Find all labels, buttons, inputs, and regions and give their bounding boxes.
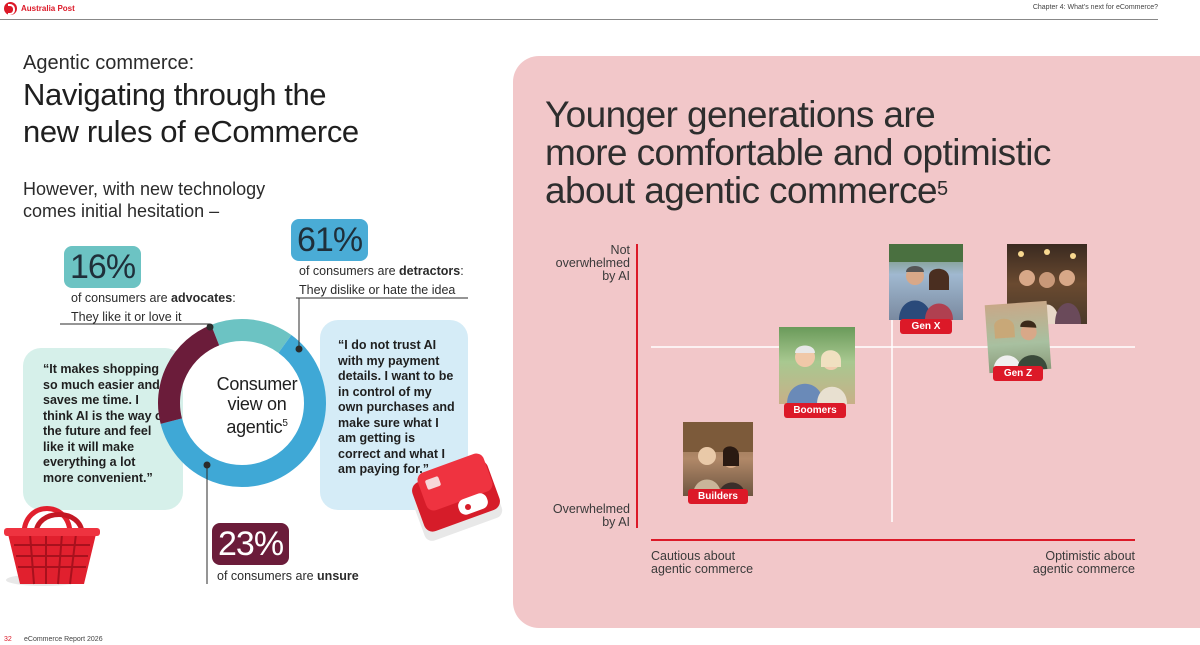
report-name: eCommerce Report 2026 [24, 636, 103, 643]
panel-title-line2: more comfortable and optimistic [545, 132, 1051, 173]
genz-group-people-icon [1015, 249, 1081, 324]
genx-people-icon [889, 244, 963, 320]
page-title-line2: new rules of eCommerce [23, 114, 359, 149]
builders-people-icon [683, 422, 753, 496]
donut-label-line1: Consumer [216, 374, 298, 394]
detractors-prefix: of consumers are [299, 264, 400, 278]
gen-tag-genx: Gen X [900, 319, 952, 334]
lead-text: However, with new technology comes initi… [23, 178, 265, 222]
donut-segment-detractors [160, 335, 326, 487]
boomers-people-icon [787, 345, 847, 404]
x-axis-right-label: Optimistic about agentic commerce [1010, 550, 1135, 576]
panel-title: Younger generations are more comfortable… [545, 96, 1051, 210]
builders-photo [683, 422, 753, 496]
x-right-line2: agentic commerce [1032, 562, 1135, 576]
y-axis-bottom-label: Overwhelmed by AI [540, 503, 630, 529]
australia-post-logo-icon [4, 2, 17, 15]
y-bottom-line2: by AI [602, 515, 630, 529]
advocate-quote: “It makes shopping so much easier and sa… [23, 348, 183, 510]
x-right-line1: Optimistic about [1045, 549, 1135, 563]
x-left-line1: Cautious about [651, 549, 736, 563]
boomers-photo [779, 327, 855, 404]
lead-line1: However, with new technology [23, 179, 266, 199]
x-left-line2: agentic commerce [651, 562, 754, 576]
donut-chart [4, 297, 503, 586]
donut-center-label: Consumer view on agentic5 [192, 374, 322, 437]
unsure-keyword: unsure [317, 569, 359, 583]
advocates-percent-badge: 16% [64, 246, 142, 288]
advocates-prefix: of consumers are [71, 291, 172, 305]
panel-title-line3-text: about agentic commerce [545, 170, 938, 211]
donut-label-line2: view on [227, 394, 287, 414]
generations-panel [513, 56, 1200, 628]
advocates-suffix: : [232, 291, 236, 305]
page-title-line1: Navigating through the [23, 77, 327, 112]
unsure-percent-badge: 23% [212, 523, 290, 565]
panel-title-line3: about agentic commerce5 [545, 172, 1051, 210]
section-subtitle: Agentic commerce: [23, 52, 195, 74]
unsure-note: of consumers are unsure [217, 567, 359, 586]
donut-label-sup: 5 [282, 418, 288, 429]
detractors-percent-badge: 61% [291, 219, 369, 261]
y-axis-top-label: Not overwhelmed by AI [540, 244, 630, 283]
wallet-icon [412, 453, 503, 541]
lead-line2: comes initial hesitation – [23, 201, 220, 221]
donut-segment-advocates [211, 319, 292, 354]
shopping-basket-icon [4, 506, 100, 586]
advocates-connector-dot [206, 323, 214, 331]
advocates-keyword: advocates [171, 291, 233, 305]
generation-quadrant [636, 244, 1135, 541]
panel-title-sup: 5 [936, 178, 948, 200]
donut-label-line3: agentic5 [192, 414, 322, 437]
donut-segment-unsure [158, 324, 220, 424]
donut-segments [158, 319, 326, 487]
page-number: 32 [4, 636, 12, 643]
advocates-note-line1: of consumers are advocates: [71, 289, 236, 308]
y-top-line1: Not [610, 243, 630, 257]
chapter-title: Chapter 4: What’s next for eCommerce? [1032, 4, 1158, 11]
detractors-connector-dot [295, 345, 303, 353]
donut-label-word: agentic [226, 417, 283, 437]
gen-tag-boomers: Boomers [784, 403, 846, 418]
detractors-keyword: detractors [399, 264, 461, 278]
genx-photo [889, 244, 963, 320]
detractors-note: of consumers are detractors: They dislik… [299, 262, 464, 300]
y-top-line3: by AI [602, 269, 630, 283]
panel-title-line1: Younger generations are [545, 94, 936, 135]
gen-tag-builders: Builders [688, 489, 748, 504]
detractors-note-line1: of consumers are detractors: [299, 262, 464, 281]
unsure-prefix: of consumers are [217, 569, 318, 583]
advocates-note-line2: They like it or love it [71, 310, 182, 324]
advocates-note: of consumers are advocates: They like it… [71, 289, 236, 327]
gen-tag-genz: Gen Z [993, 366, 1043, 381]
genz-photo-selfie [984, 300, 1052, 374]
brand[interactable]: Australia Post [4, 2, 75, 15]
x-axis-left-label: Cautious about agentic commerce [651, 550, 753, 576]
y-top-line2: overwhelmed [555, 256, 630, 270]
detractors-note-line2: They dislike or hate the idea [299, 283, 456, 297]
genz-selfie-people-icon [993, 318, 1048, 373]
header-divider [0, 19, 1158, 20]
unsure-connector-dot [203, 461, 211, 469]
page-title: Navigating through the new rules of eCom… [23, 76, 359, 150]
brand-name: Australia Post [21, 4, 75, 13]
detractors-suffix: : [460, 264, 464, 278]
y-bottom-line1: Overwhelmed [552, 502, 630, 516]
